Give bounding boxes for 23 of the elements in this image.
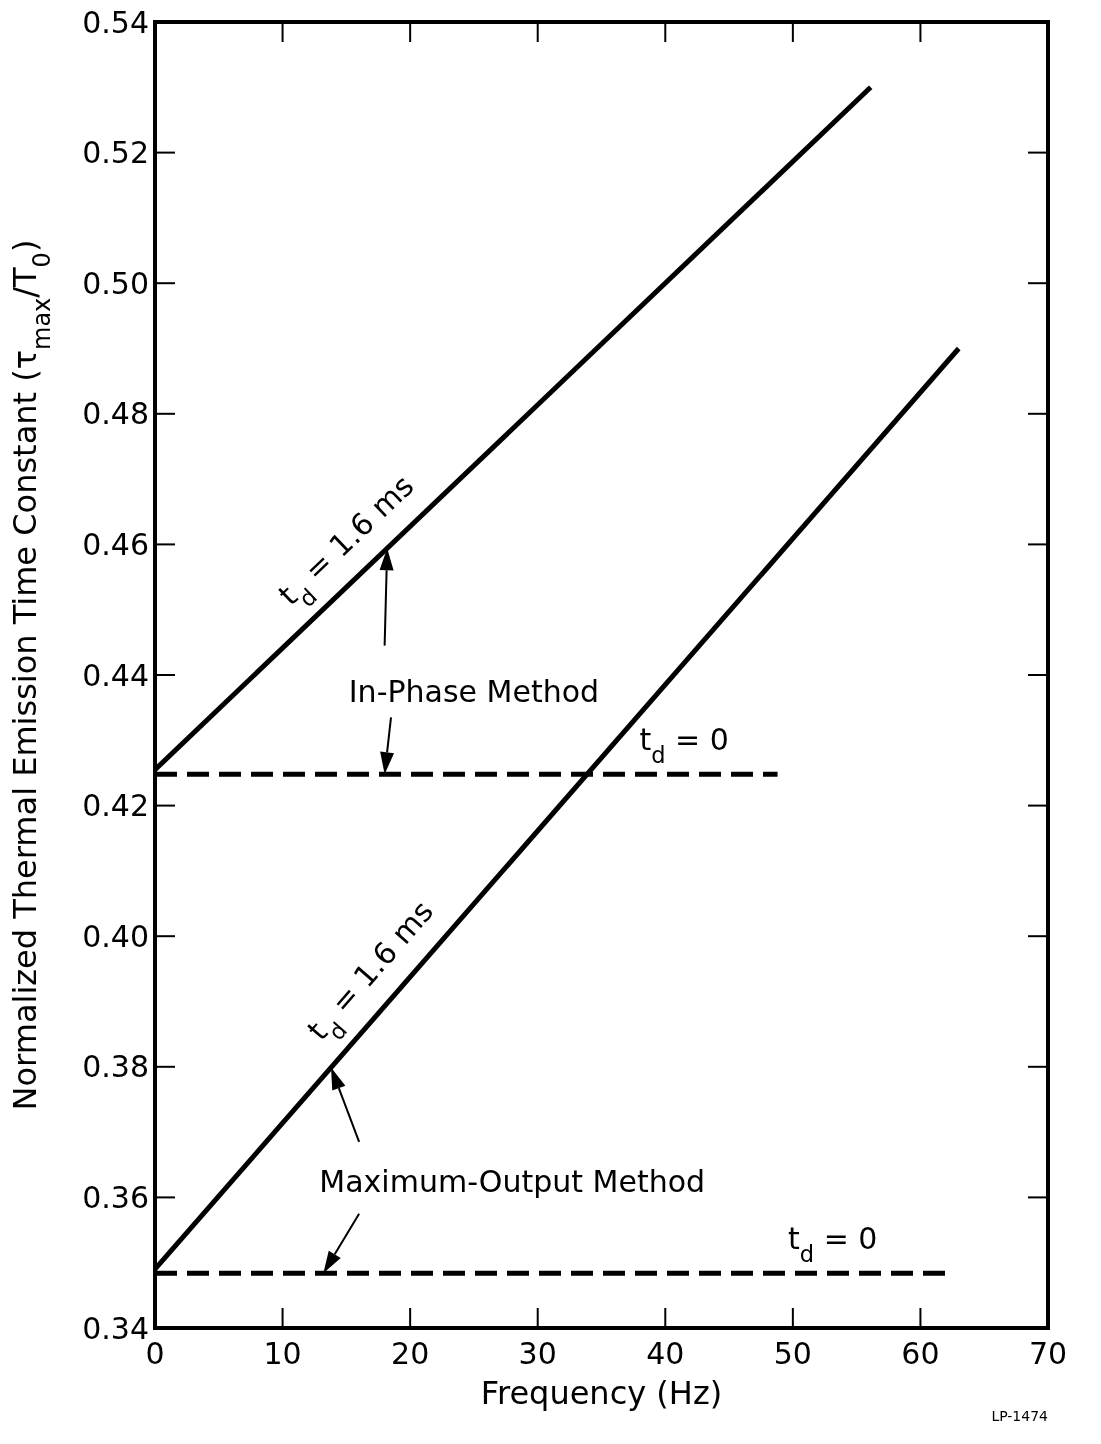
x-tick-label: 60 [901,1336,940,1371]
y-tick-label: 0.40 [82,918,149,954]
x-tick-label: 10 [263,1336,302,1371]
x-tick-label: 70 [1028,1336,1068,1371]
x-tick-label: 20 [391,1336,430,1371]
x-tick-label: 40 [646,1336,685,1371]
x-axis-title: Frequency (Hz) [480,1374,723,1412]
y-tick-label: 0.46 [82,526,149,562]
annotation: Maximum-Output Method [319,1163,706,1199]
series-label: t$_{d}$ = 0 [788,1221,878,1268]
y-tick-label: 0.54 [82,4,149,40]
y-tick-label: 0.42 [82,788,149,824]
text: LP-1474 [991,1407,1049,1424]
y-tick-label: 0.38 [82,1049,149,1085]
x-tick-label: 30 [518,1336,557,1371]
y-tick-label: 0.52 [82,135,149,171]
x-tick-label: 50 [773,1336,812,1371]
y-tick-label: 0.50 [82,265,149,301]
y-tick-label: 0.44 [82,657,149,693]
series-label: t$_{d}$ = 0 [639,722,729,769]
annotation: In-Phase Method [348,673,600,709]
y-tick-label: 0.36 [82,1179,149,1215]
y-tick-label: 0.48 [82,396,149,432]
